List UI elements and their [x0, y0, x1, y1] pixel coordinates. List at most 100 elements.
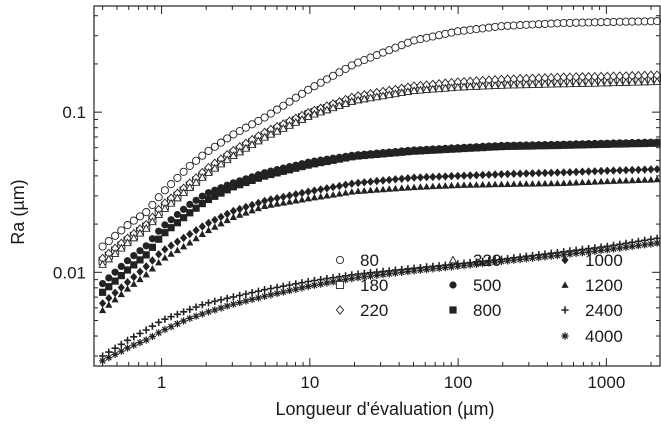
point-1000-48 — [398, 174, 406, 183]
point-1200-11 — [167, 250, 175, 257]
point-80-34 — [310, 82, 319, 91]
point-80-39 — [341, 64, 350, 73]
point-1000-69 — [528, 169, 537, 178]
point-4000-44 — [373, 271, 381, 279]
point-1200-68 — [522, 180, 530, 187]
point-4000-46 — [385, 270, 393, 278]
point-500-16 — [198, 192, 206, 200]
legend-label-1000: 1000 — [585, 251, 623, 270]
point-500-10 — [161, 221, 169, 229]
point-1000-6 — [136, 267, 144, 276]
point-320-61 — [478, 81, 488, 90]
point-500-8 — [148, 235, 156, 243]
point-1200-23 — [242, 209, 250, 216]
point-800-64 — [497, 143, 505, 151]
point-1000-74 — [560, 168, 568, 177]
point-1000-49 — [404, 174, 412, 183]
point-1000-3 — [117, 283, 125, 292]
point-800-27 — [267, 170, 275, 179]
point-320-53 — [428, 84, 438, 93]
point-1000-54 — [435, 172, 443, 181]
point-800-63 — [491, 143, 499, 151]
point-1200-5 — [130, 280, 138, 287]
point-4000-24 — [248, 295, 256, 303]
point-800-87 — [641, 139, 649, 148]
legend-item-320: 320 — [448, 251, 501, 270]
point-800-89 — [653, 139, 661, 147]
point-800-68 — [522, 142, 530, 150]
point-1200-71 — [541, 179, 549, 187]
point-320-10 — [160, 204, 170, 212]
point-4000-4 — [123, 344, 132, 352]
point-800-15 — [192, 204, 200, 212]
point-1200-85 — [628, 176, 636, 184]
series-1000 — [99, 165, 661, 308]
point-320-15 — [191, 177, 201, 186]
point-1200-56 — [447, 181, 456, 189]
point-80-38 — [335, 68, 344, 77]
point-800-85 — [628, 140, 636, 148]
point-4000-19 — [217, 304, 225, 312]
point-320-16 — [197, 172, 207, 181]
point-320-66 — [509, 80, 519, 89]
point-4000-28 — [273, 289, 281, 298]
point-2400-20 — [223, 294, 231, 302]
point-500-1 — [105, 274, 113, 282]
point-800-84 — [622, 140, 630, 148]
point-800-25 — [254, 174, 262, 182]
legend-marker-220 — [335, 305, 345, 315]
point-1000-28 — [273, 194, 281, 203]
legend-marker-1000 — [561, 255, 569, 265]
point-1000-80 — [597, 166, 605, 176]
point-1200-58 — [460, 181, 468, 188]
point-1000-73 — [553, 168, 561, 177]
point-4000-6 — [136, 339, 144, 347]
point-320-80 — [596, 78, 606, 87]
x-axis-label: Longueur d'évaluation (µm) — [276, 399, 495, 419]
point-800-44 — [373, 150, 381, 158]
point-1200-28 — [273, 200, 281, 207]
point-1000-22 — [236, 204, 244, 214]
legend-item-220: 220 — [335, 301, 388, 320]
point-320-20 — [222, 155, 232, 164]
point-800-18 — [211, 192, 219, 200]
legend-marker-500 — [449, 281, 457, 289]
point-4000-38 — [335, 277, 343, 285]
point-320-81 — [602, 78, 612, 87]
point-4000-25 — [254, 294, 262, 302]
point-4000-48 — [398, 268, 406, 276]
point-1000-71 — [541, 168, 549, 178]
point-80-16 — [198, 151, 207, 160]
point-4000-56 — [447, 263, 456, 271]
point-2400-15 — [192, 303, 200, 311]
point-1200-74 — [560, 179, 568, 186]
point-500-4 — [123, 257, 132, 265]
point-800-20 — [223, 186, 231, 194]
point-320-6 — [135, 228, 145, 237]
point-80-23 — [241, 123, 250, 132]
point-1200-4 — [123, 285, 132, 292]
point-80-4 — [123, 221, 132, 230]
point-320-17 — [204, 168, 213, 176]
point-1200-42 — [360, 187, 368, 194]
point-800-52 — [423, 146, 431, 155]
point-1200-47 — [391, 184, 399, 192]
point-320-26 — [260, 132, 269, 141]
point-4000-31 — [292, 285, 300, 293]
point-500-13 — [180, 205, 188, 213]
point-320-48 — [397, 88, 407, 97]
point-4000-30 — [285, 287, 294, 295]
point-1200-46 — [385, 185, 393, 192]
point-80-5 — [129, 216, 138, 225]
point-2400-6 — [136, 329, 144, 337]
point-80-14 — [185, 161, 194, 170]
point-1000-55 — [441, 172, 449, 181]
point-320-13 — [179, 188, 188, 197]
point-80-28 — [273, 105, 282, 114]
point-800-71 — [541, 142, 549, 150]
point-1200-37 — [329, 191, 337, 198]
point-4000-57 — [454, 262, 462, 270]
point-1200-26 — [261, 202, 269, 209]
point-800-75 — [566, 141, 574, 149]
point-1000-86 — [634, 165, 642, 174]
